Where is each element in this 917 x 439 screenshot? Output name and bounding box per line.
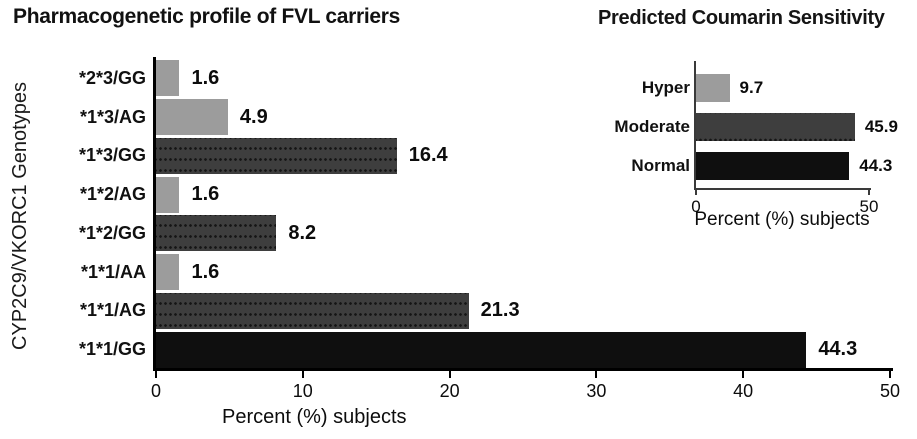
bar	[696, 152, 850, 181]
bar-row: 16.4	[156, 137, 890, 176]
y-tick-label: *1*3/GG	[78, 145, 146, 166]
x-tick-mark	[155, 371, 157, 378]
bar-value-label: 4.9	[239, 105, 268, 128]
x-tick-label: 50	[859, 197, 879, 216]
y-tick-label: *2*3/GG	[78, 67, 146, 88]
x-tick-label: 10	[292, 381, 313, 401]
main-x-ticks: 0 10 20 30 40 50	[151, 371, 900, 413]
main-y-axis-line	[153, 57, 156, 370]
x-tick-mark	[695, 190, 697, 195]
bar-row: 1.6	[156, 175, 890, 214]
main-chart-title: Pharmacogenetic profile of FVL carriers	[13, 5, 401, 28]
bar-row: 44.3	[696, 147, 892, 186]
bar-row: 45.9	[696, 107, 898, 146]
y-tick-label: *1*3/AG	[79, 106, 146, 127]
inset-x-ticks: 0 50	[691, 190, 878, 226]
bar	[156, 254, 180, 291]
x-tick-label: 0	[150, 381, 162, 401]
bar	[156, 292, 469, 329]
bar-row: 21.3	[156, 292, 890, 331]
bar	[696, 112, 855, 141]
x-tick-mark	[868, 190, 870, 195]
y-tick-label: *1*2/GG	[78, 222, 146, 243]
bar-row: 1.6	[156, 59, 890, 98]
x-tick-label: 40	[733, 381, 754, 401]
bar-value-label: 1.6	[191, 260, 220, 283]
main-plot-area: 1.6 4.9 16.4 1.6 8.2 1.6 21.3 44.3	[156, 59, 890, 369]
main-y-tick-labels: *2*3/GG *1*3/AG *1*3/GG *1*2/AG *1*2/GG *1*1/…	[30, 59, 146, 369]
y-tick-label: Hyper	[641, 77, 690, 97]
bar	[156, 215, 277, 252]
x-tick-mark	[889, 371, 891, 378]
inset-y-tick-labels: Hyper Moderate Normal	[590, 68, 690, 186]
bar	[156, 176, 180, 213]
inset-chart-title: Predicted Coumarin Sensitivity	[598, 7, 885, 29]
x-tick-label: 30	[586, 381, 607, 401]
inset-x-axis-line	[694, 188, 871, 190]
y-tick-label: *1*1/AA	[80, 261, 146, 282]
bar-value-label: 1.6	[191, 66, 220, 89]
bar-row: 44.3	[156, 330, 890, 369]
main-x-axis-line	[153, 368, 893, 371]
x-tick-mark	[301, 371, 304, 378]
x-tick-label: 50	[879, 381, 901, 401]
bar-value-label: 1.6	[191, 183, 220, 206]
bar-value-label: 44.3	[859, 156, 893, 176]
inset-x-axis-title: Percent (%) subjects	[694, 209, 870, 230]
inset-y-axis-line	[694, 61, 696, 189]
x-tick-mark	[742, 371, 745, 378]
x-tick-mark	[448, 371, 451, 378]
bar	[156, 137, 397, 174]
bar	[156, 99, 228, 136]
bar	[696, 73, 730, 102]
bar-value-label: 44.3	[818, 338, 858, 361]
y-tick-label: *1*1/AG	[79, 300, 146, 321]
bar-value-label: 9.7	[739, 77, 764, 97]
bar-row: 4.9	[156, 98, 890, 137]
y-tick-label: *1*2/AG	[79, 184, 146, 205]
main-x-axis-title: Percent (%) subjects	[222, 406, 407, 428]
y-tick-label: Normal	[631, 156, 690, 176]
x-tick-mark	[595, 371, 598, 378]
bar-row: 8.2	[156, 214, 890, 253]
y-tick-label: Moderate	[614, 116, 690, 136]
x-tick-label: 0	[691, 197, 701, 216]
bar-row: 1.6	[156, 253, 890, 292]
x-tick-label: 20	[439, 381, 460, 401]
bar-value-label: 21.3	[480, 299, 520, 322]
bar	[156, 331, 807, 368]
inset-plot-area: 9.7 45.9 44.3	[696, 68, 898, 186]
bar-row: 9.7	[696, 68, 869, 107]
bar-value-label: 45.9	[864, 116, 898, 136]
bar-value-label: 8.2	[288, 221, 317, 244]
bar-value-label: 16.4	[408, 144, 448, 167]
y-tick-label: *1*1/GG	[78, 339, 146, 360]
bar	[156, 60, 180, 97]
